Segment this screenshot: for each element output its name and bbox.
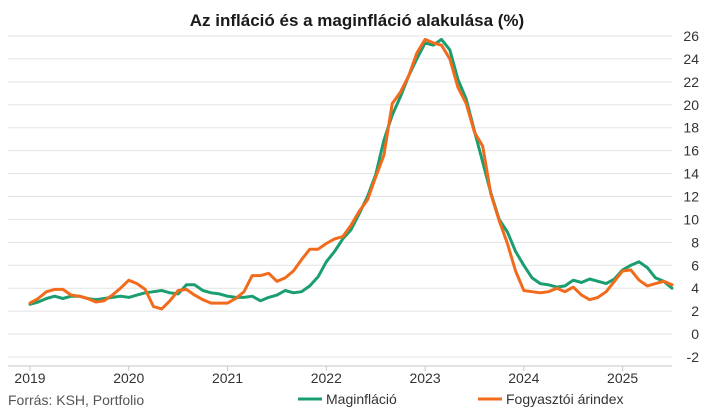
y-tick-label: 24: [683, 51, 699, 67]
x-tick-label: 2024: [508, 370, 539, 386]
y-tick-label: 4: [691, 280, 699, 296]
y-tick-label: 6: [691, 257, 699, 273]
y-tick-label: 10: [683, 211, 699, 227]
x-tick-label: 2025: [607, 370, 638, 386]
series-lines: [28, 37, 674, 311]
grid-lines: [8, 35, 672, 358]
series-line-fogyasztoi-arindex: [28, 37, 674, 311]
y-tick-label: 18: [683, 120, 699, 136]
y-tick-label: 12: [683, 189, 699, 205]
x-tick-label: 2023: [409, 370, 440, 386]
y-tick-label: 8: [691, 234, 699, 250]
legend-label: Maginfláció: [326, 391, 397, 407]
y-tick-label: 2: [691, 303, 699, 319]
y-tick-label: 22: [683, 74, 699, 90]
y-tick-label: 16: [683, 143, 699, 159]
legend: Maginfláció Fogyasztói árindex: [298, 391, 624, 407]
x-axis-ticks: 2019 2020 2021 2022 2023 2024 2025: [8, 365, 672, 386]
y-tick-label: 0: [691, 326, 699, 342]
chart-title: Az infláció és a maginfláció alakulása (…: [190, 11, 524, 30]
legend-label: Fogyasztói árindex: [506, 391, 624, 407]
y-tick-label: 20: [683, 97, 699, 113]
x-tick-label: 2020: [113, 370, 144, 386]
y-tick-label: 26: [683, 28, 699, 44]
x-tick-label: 2022: [311, 370, 342, 386]
source-note: Forrás: KSH, Portfolio: [8, 392, 144, 408]
x-tick-label: 2019: [14, 370, 45, 386]
y-tick-label: 14: [683, 166, 699, 182]
y-tick-label: -2: [687, 349, 700, 365]
series-line-maginflacio: [28, 37, 674, 306]
x-tick-label: 2021: [212, 370, 243, 386]
